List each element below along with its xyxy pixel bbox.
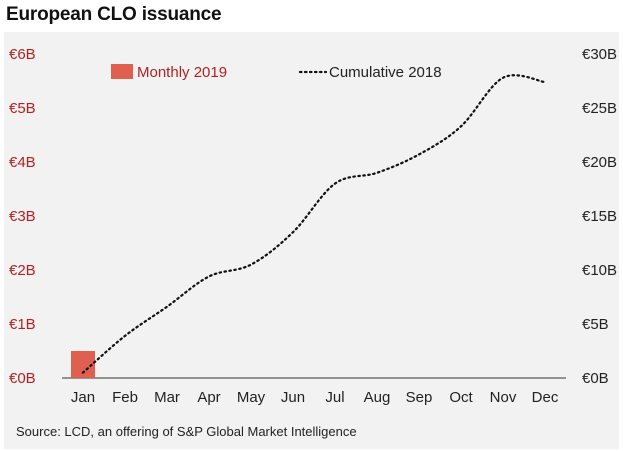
line-cumulative-2018 <box>81 74 547 374</box>
legend-label-cumulative: Cumulative 2018 <box>329 64 442 81</box>
y-left-tick-label: €2B <box>9 262 36 279</box>
y-right-tick-label: €10B <box>582 262 617 279</box>
y-left-tick-label: €3B <box>9 208 36 225</box>
chart-title: European CLO issuance <box>6 4 222 25</box>
x-tick-label: Apr <box>197 389 220 406</box>
x-tick-label: Sep <box>406 389 433 406</box>
legend-swatch-monthly <box>111 64 133 79</box>
x-tick-label: Mar <box>154 389 180 406</box>
x-tick-label: Jul <box>325 389 344 406</box>
x-tick-label: Jan <box>71 389 95 406</box>
y-right-tick-label: €0B <box>582 370 609 387</box>
x-tick-label: Dec <box>532 389 559 406</box>
x-tick-label: Jun <box>281 389 305 406</box>
y-left-tick-label: €1B <box>9 316 36 333</box>
x-tick-label: May <box>237 389 266 406</box>
y-right-tick-label: €25B <box>582 100 617 117</box>
legend-label-monthly: Monthly 2019 <box>137 64 227 81</box>
y-left-tick-label: €4B <box>9 154 36 171</box>
y-right-tick-label: €15B <box>582 208 617 225</box>
y-left-tick-label: €0B <box>9 370 36 387</box>
y-right-tick-label: €5B <box>582 316 609 333</box>
x-tick-label: Feb <box>112 389 138 406</box>
y-right-tick-label: €20B <box>582 154 617 171</box>
x-tick-label: Oct <box>449 389 473 406</box>
chart-panel <box>4 32 619 449</box>
x-tick-label: Nov <box>490 389 517 406</box>
y-left-tick-label: €6B <box>9 46 36 63</box>
x-tick-label: Aug <box>364 389 391 406</box>
y-right-tick-label: €30B <box>582 46 617 63</box>
source-note: Source: LCD, an offering of S&P Global M… <box>16 424 357 439</box>
y-left-tick-label: €5B <box>9 100 36 117</box>
